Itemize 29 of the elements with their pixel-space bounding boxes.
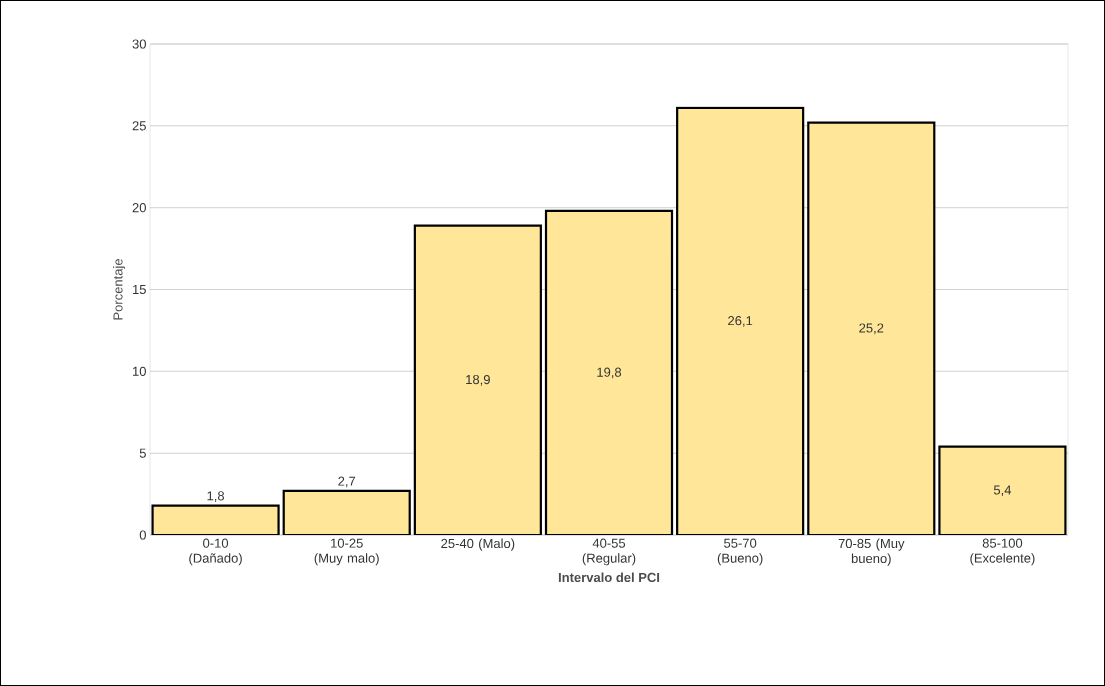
bar	[677, 107, 804, 535]
data-label: 26,1	[728, 316, 753, 327]
y-tick-label: 0	[139, 530, 146, 540]
y-tick-label: 10	[133, 366, 146, 376]
y-tick-label: 25	[132, 121, 146, 131]
y-tick-label: 20	[132, 203, 146, 213]
data-label: 19,8	[597, 367, 622, 379]
y-tick-label: 30	[132, 39, 146, 49]
bar	[283, 490, 410, 535]
x-tick-label: 70-85 (Muy bueno)	[838, 538, 905, 566]
y-tick-label: 5	[139, 448, 146, 458]
data-label: 1,8	[207, 491, 225, 503]
x-tick-label: 55-70 (Bueno)	[717, 538, 763, 566]
x-tick-label: 40-55 (Regular)	[582, 538, 636, 566]
data-label: 18,9	[466, 374, 490, 386]
y-axis-title: Porcentaje	[113, 259, 126, 320]
data-label: 25,2	[859, 323, 884, 335]
x-tick-label: 85-100 (Excelente)	[970, 538, 1035, 566]
x-axis-title: Intervalo del PCI	[558, 572, 660, 583]
data-label: 2,7	[338, 476, 356, 488]
data-label: 5,4	[993, 485, 1012, 497]
x-tick-label: 10-25 (Muy malo)	[314, 538, 379, 566]
x-tick-label: 25-40 (Malo)	[441, 538, 515, 551]
x-tick-label: 0-10 (Dañado)	[189, 538, 242, 566]
bar	[546, 210, 672, 535]
y-tick-label: 15	[133, 284, 146, 295]
bar	[938, 445, 1067, 535]
bar	[808, 122, 935, 535]
bar	[414, 225, 541, 535]
